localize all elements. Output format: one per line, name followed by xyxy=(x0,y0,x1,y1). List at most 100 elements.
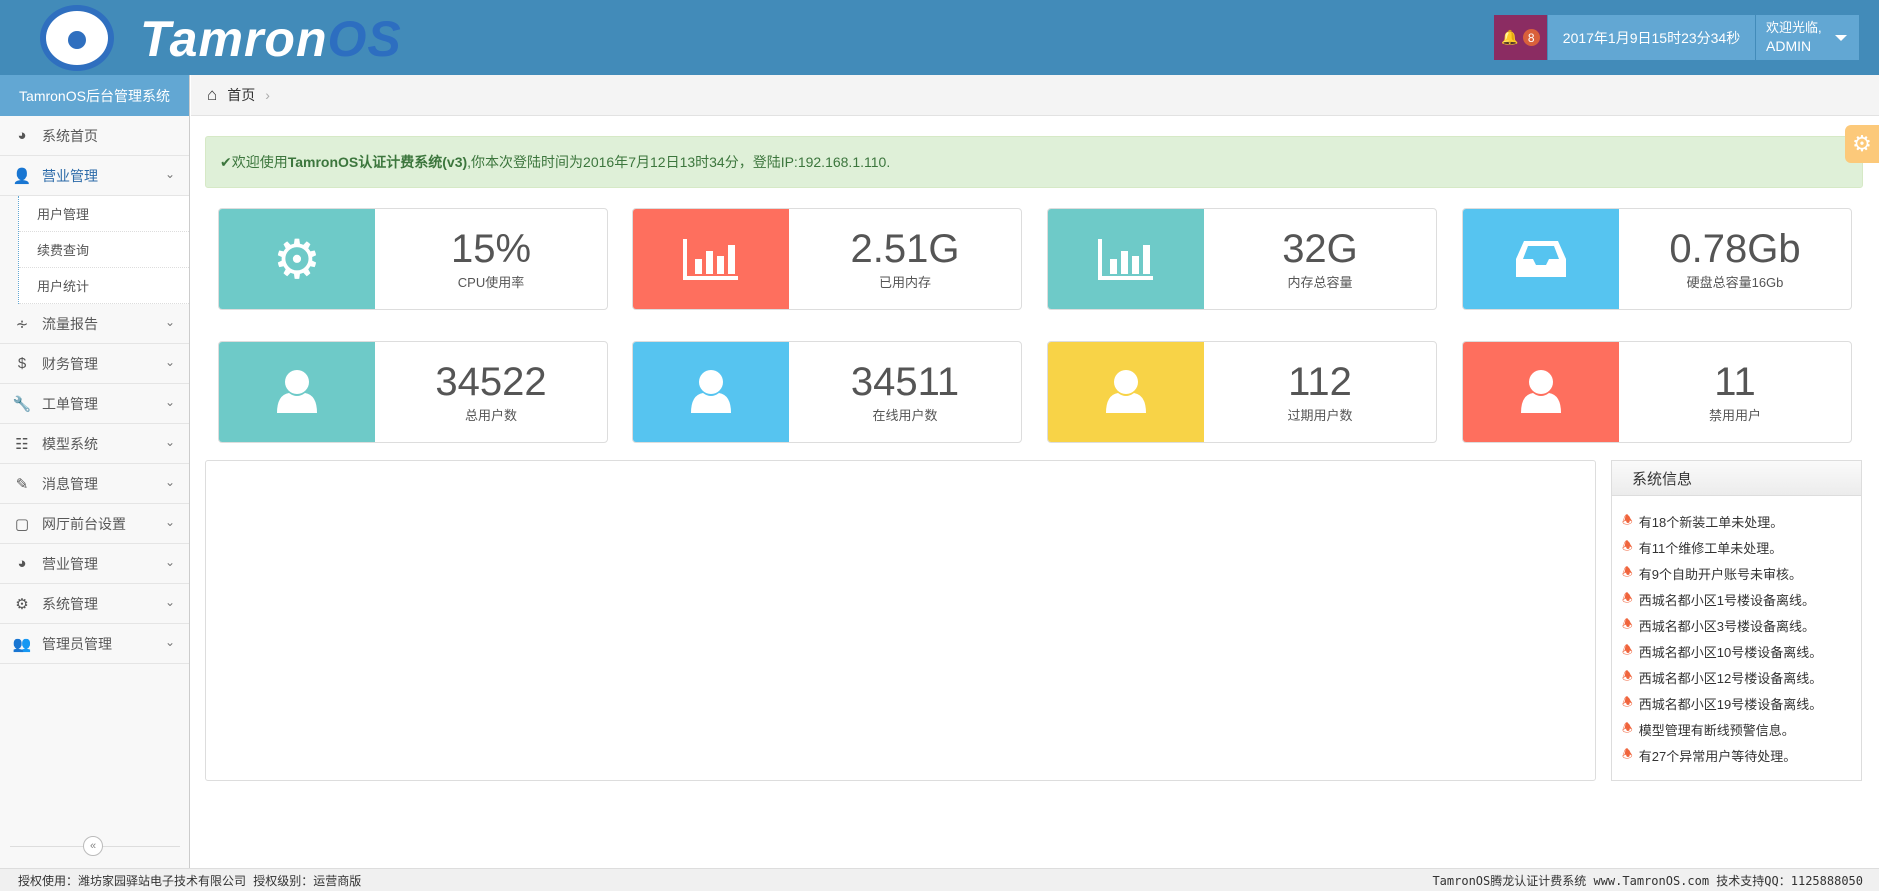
chevron-down-icon: ⌄ xyxy=(164,515,175,529)
bar-chart-icon xyxy=(633,209,789,309)
alert-system-name: TamronOS认证计费系统(v3) xyxy=(287,154,468,170)
user-icon xyxy=(1463,342,1619,442)
edit-icon: ✎ xyxy=(15,475,29,493)
stat-value: 32G xyxy=(1282,226,1358,271)
bell-icon: 🕭 xyxy=(1622,746,1633,761)
dashboard-icon: ◕ xyxy=(17,127,27,144)
sidebar-item[interactable]: $ 财务管理 ⌄ xyxy=(0,344,189,384)
bell-icon: 🔔 xyxy=(1501,29,1519,45)
system-info-item[interactable]: 🕭 有11个维修工单未处理。 xyxy=(1622,534,1861,560)
footer-license: 授权使用：潍坊家园驿站电子技术有限公司 授权级别：运营商版 xyxy=(18,873,362,888)
notification-badge: 8 xyxy=(1522,29,1540,46)
system-info-text: 有27个异常用户等待处理。 xyxy=(1638,748,1797,764)
gears-icon: ⚙ xyxy=(219,209,375,309)
notifications-button[interactable]: 🔔 8 xyxy=(1494,15,1547,60)
stat-label: 硬盘总容量16Gb xyxy=(1686,274,1784,290)
settings-gear-button[interactable]: ⚙ xyxy=(1845,125,1879,163)
system-info-item[interactable]: 🕭 有9个自助开户账号未审核。 xyxy=(1622,560,1861,586)
bell-icon: 🕭 xyxy=(1622,668,1633,683)
rss-icon: ∻ xyxy=(15,315,29,333)
sidebar-item[interactable]: ▢ 网厅前台设置 ⌄ xyxy=(0,504,189,544)
alert-login-info: ,你本次登陆时间为2016年7月12日13时34分，登陆IP:192.168.1… xyxy=(467,154,891,170)
sidebar-item[interactable]: ✎ 消息管理 ⌄ xyxy=(0,464,189,504)
sidebar: TamronOS后台管理系统 ◕ 系统首页 👤 营业管理 ⌄ 用户管理 续费查询 用户统计 ∻ 流… xyxy=(0,75,190,868)
sidebar-item[interactable]: ◕ 营业管理 ⌄ xyxy=(0,544,189,584)
sitemap-icon: ☷ xyxy=(15,435,29,453)
chevron-down-icon: ⌄ xyxy=(164,555,175,569)
brand-main: Tamron xyxy=(140,11,328,67)
monitor-icon: ▢ xyxy=(14,515,30,533)
stat-value: 112 xyxy=(1288,359,1352,404)
sidebar-item-label: 营业管理 xyxy=(42,167,98,184)
dashboard-icon: ◕ xyxy=(17,555,27,572)
sidebar-item[interactable]: 👥 管理员管理 ⌄ xyxy=(0,624,189,664)
user-icon xyxy=(1048,342,1204,442)
sidebar-item-label: 工单管理 xyxy=(42,395,98,412)
alert-prefix: 欢迎使用 xyxy=(231,154,288,170)
submenu-item[interactable]: 续费查询 xyxy=(19,232,189,268)
chevron-down-icon: ⌄ xyxy=(164,475,175,489)
stat-value: 11 xyxy=(1714,359,1756,404)
sidebar-item[interactable]: ☷ 模型系统 ⌄ xyxy=(0,424,189,464)
gear-icon: ⚙ xyxy=(1852,131,1872,156)
footer-support: TamronOS腾龙认证计费系统 www.TamronOS.com 技术支持QQ… xyxy=(1432,873,1863,888)
bell-icon: 🕭 xyxy=(1622,564,1633,579)
system-info-text: 有18个新装工单未处理。 xyxy=(1638,514,1784,530)
sidebar-title: TamronOS后台管理系统 xyxy=(0,75,189,116)
welcome-alert: ✔ 欢迎使用 TamronOS认证计费系统(v3) ,你本次登陆时间为2016年7月… xyxy=(205,136,1863,188)
system-info-item[interactable]: 🕭 有27个异常用户等待处理。 xyxy=(1622,742,1861,768)
system-info-item[interactable]: 🕭 西城名都小区12号楼设备离线。 xyxy=(1622,664,1861,690)
chevron-down-icon: ⌄ xyxy=(164,595,175,609)
system-info-text: 西城名都小区12号楼设备离线。 xyxy=(1638,670,1823,686)
system-info-item[interactable]: 🕭 西城名都小区1号楼设备离线。 xyxy=(1622,586,1861,612)
chevron-down-icon: ⌄ xyxy=(164,435,175,449)
system-info-item[interactable]: 🕭 西城名都小区10号楼设备离线。 xyxy=(1622,638,1861,664)
sidebar-item-label: 系统管理 xyxy=(42,595,98,612)
system-info-item[interactable]: 🕭 模型管理有断线预警信息。 xyxy=(1622,716,1861,742)
sidebar-item[interactable]: ∻ 流量报告 ⌄ xyxy=(0,304,189,344)
system-info-text: 西城名都小区3号楼设备离线。 xyxy=(1638,618,1815,634)
stat-value: 2.51G xyxy=(850,226,960,271)
stat-value: 15% xyxy=(450,226,532,271)
sidebar-item[interactable]: ◕ 系统首页 xyxy=(0,116,189,156)
system-info-item[interactable]: 🕭 西城名都小区3号楼设备离线。 xyxy=(1622,612,1861,638)
stat-label: 内存总容量 xyxy=(1287,274,1353,290)
sidebar-item-label: 系统首页 xyxy=(42,127,98,144)
stat-value: 34511 xyxy=(850,359,960,404)
bar-chart-icon xyxy=(1048,209,1204,309)
main-panel xyxy=(205,460,1596,781)
system-info-text: 有9个自助开户账号未审核。 xyxy=(1638,566,1802,582)
caret-down-icon xyxy=(1835,35,1847,41)
system-info-item[interactable]: 🕭 有18个新装工单未处理。 xyxy=(1622,508,1861,534)
stat-card: 11 禁用用户 xyxy=(1462,341,1852,443)
bell-icon: 🕭 xyxy=(1622,538,1633,553)
bell-icon: 🕭 xyxy=(1622,642,1633,657)
stat-value: 0.78Gb xyxy=(1669,226,1801,271)
check-icon: ✔ xyxy=(220,153,232,170)
wrench-icon: 🔧 xyxy=(12,395,32,413)
user-icon xyxy=(633,342,789,442)
breadcrumb: ⌂ 首页 › xyxy=(191,75,1879,116)
stat-card: ⚙ 15% CPU使用率 xyxy=(218,208,608,310)
chevron-right-icon: › xyxy=(265,87,270,103)
brand-logo-text: TamronOS xyxy=(140,10,402,68)
system-info-item[interactable]: 🕭 西城名都小区19号楼设备离线。 xyxy=(1622,690,1861,716)
chevron-down-icon: ⌄ xyxy=(164,395,175,409)
datetime-display: 2017年1月9日15时23分34秒 xyxy=(1548,15,1755,60)
user-menu[interactable]: 欢迎光临, ADMIN xyxy=(1756,15,1859,60)
sidebar-item-label: 营业管理 xyxy=(42,555,98,572)
submenu-item[interactable]: 用户管理 xyxy=(19,196,189,232)
breadcrumb-home[interactable]: 首页 xyxy=(227,87,256,103)
system-info-text: 西城名都小区19号楼设备离线。 xyxy=(1638,696,1823,712)
system-info-text: 西城名都小区1号楼设备离线。 xyxy=(1638,592,1815,608)
submenu-item[interactable]: 用户统计 xyxy=(19,268,189,304)
sidebar-item[interactable]: ⚙ 系统管理 ⌄ xyxy=(0,584,189,624)
bell-icon: 🕭 xyxy=(1622,616,1633,631)
logo xyxy=(40,5,114,71)
sidebar-item[interactable]: 👤 营业管理 ⌄ xyxy=(0,156,189,196)
stat-card: 32G 内存总容量 xyxy=(1047,208,1437,310)
collapse-sidebar-button[interactable]: « xyxy=(83,836,103,856)
user-icon xyxy=(219,342,375,442)
sidebar-item[interactable]: 🔧 工单管理 ⌄ xyxy=(0,384,189,424)
home-icon: ⌂ xyxy=(207,85,218,104)
